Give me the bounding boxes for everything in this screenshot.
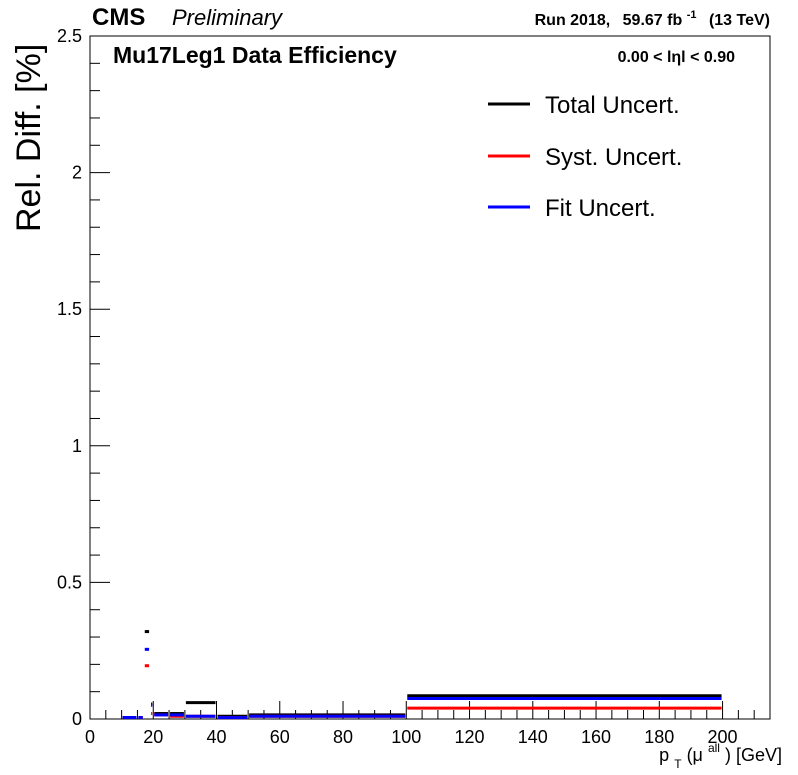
run-label: Run 2018, <box>535 12 611 29</box>
x-tick-label: 160 <box>581 727 611 747</box>
y-tick-label: 2.5 <box>57 26 82 46</box>
legend-label-syst: Syst. Uncert. <box>545 144 682 171</box>
x-tick-label: 120 <box>455 727 485 747</box>
x-tick-label: 200 <box>708 727 738 747</box>
legend: Total Uncert. Syst. Uncert. Fit Uncert. <box>488 92 682 222</box>
y-axis-label: Rel. Diff. [%] <box>10 44 48 232</box>
x-label-p: p <box>659 745 669 765</box>
cms-label: CMS <box>92 4 145 31</box>
legend-label-total: Total Uncert. <box>545 92 680 119</box>
lumi-exponent: -1 <box>687 9 697 21</box>
x-tick-label: 40 <box>206 727 226 747</box>
eta-range-label: 0.00 < lηl < 0.90 <box>618 49 736 66</box>
legend-label-fit: Fit Uncert. <box>545 195 656 222</box>
x-label-sub: T <box>674 757 682 771</box>
series-layer <box>122 630 722 720</box>
x-tick-label: 60 <box>270 727 290 747</box>
lumi-value: 59.67 fb <box>623 12 683 29</box>
chart-title: Mu17Leg1 Data Efficiency <box>113 42 397 68</box>
plot-frame <box>89 35 771 720</box>
preliminary-label: Preliminary <box>172 5 284 30</box>
y-tick-label: 1 <box>72 436 82 456</box>
x-tick-label: 20 <box>143 727 163 747</box>
series-2 <box>122 647 722 720</box>
x-tick-label: 0 <box>85 727 95 747</box>
x-label-open: (μ <box>687 745 703 765</box>
y-tick-label: 1.5 <box>57 299 82 319</box>
y-tick-label: 2 <box>72 163 82 183</box>
x-tick-label: 80 <box>333 727 353 747</box>
y-tick-label: 0 <box>72 709 82 729</box>
axes: 0 20 40 60 80 100 120 140 160 180 200 0 0.5 1 1.5 2 2.5 <box>57 26 771 747</box>
x-label-close: ) [GeV] <box>725 745 782 765</box>
x-tick-label: 180 <box>644 727 674 747</box>
x-axis-label: p T (μ all ) [GeV] <box>659 736 782 772</box>
y-tick-label: 0.5 <box>57 572 82 592</box>
x-tick-label: 140 <box>518 727 548 747</box>
run-info: Run 2018, 59.67 fb -1 (13 TeV) <box>535 5 770 29</box>
x-tick-label: 100 <box>391 727 421 747</box>
x-label-sup: all <box>708 741 720 755</box>
energy-label: (13 TeV) <box>709 12 770 29</box>
